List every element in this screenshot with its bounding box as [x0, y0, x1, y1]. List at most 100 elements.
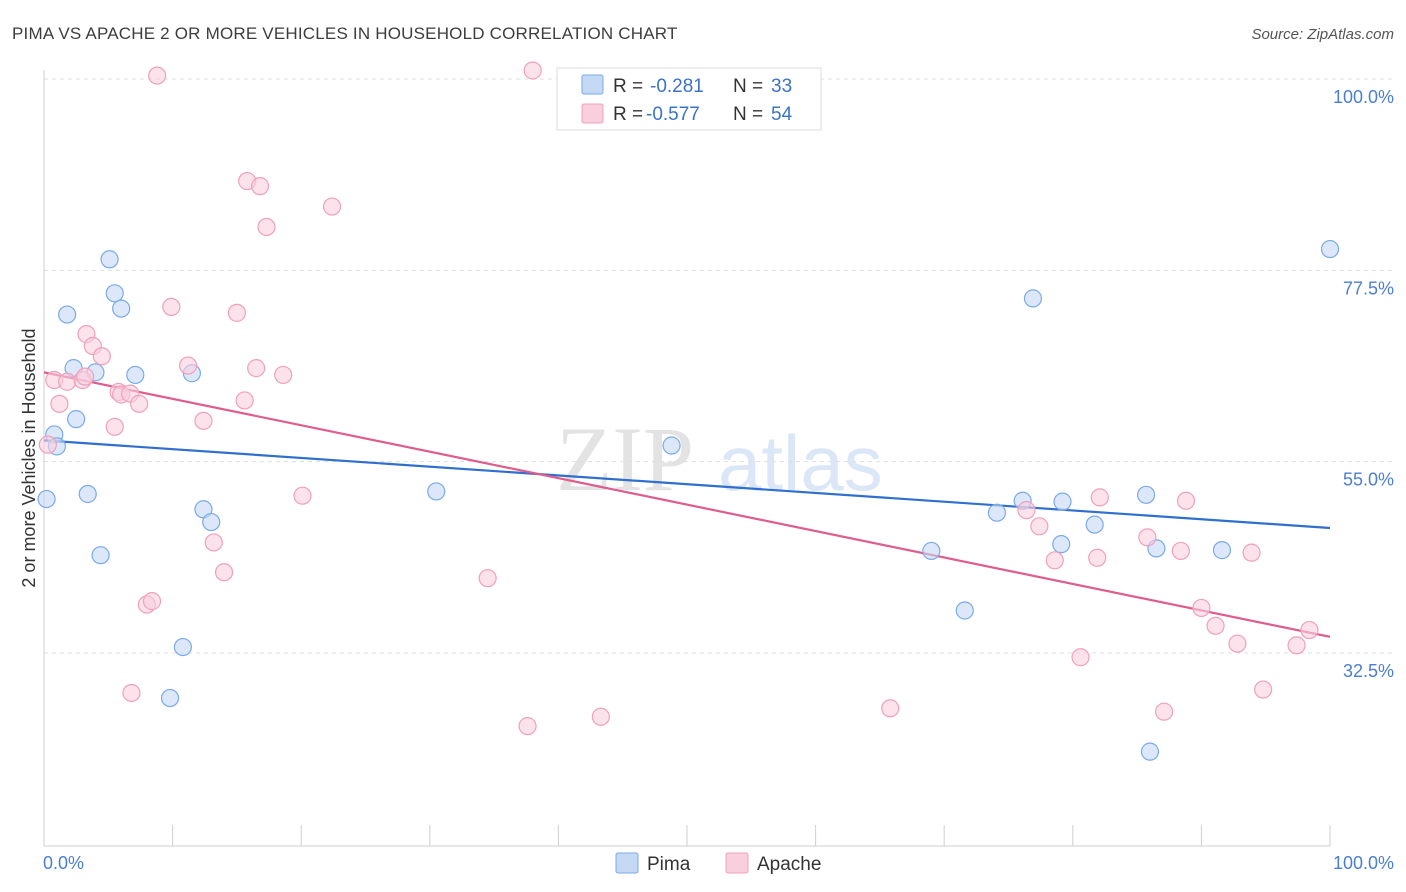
pima-point-31	[1212, 541, 1232, 560]
pima-point-27	[1085, 515, 1104, 534]
pima-series-swatch	[615, 852, 639, 874]
apache-point-5	[76, 367, 95, 386]
apache-point-44	[1155, 702, 1174, 721]
pima-trend-line	[43, 439, 1331, 530]
apache-point-43	[1138, 528, 1157, 547]
pima-point-6	[78, 484, 97, 504]
x-tick-label-min: 0.0%	[43, 853, 84, 873]
watermark-zip: ZIP	[556, 408, 694, 510]
trend-lines	[43, 371, 1331, 638]
apache-point-45	[1171, 541, 1190, 561]
apache-point-46	[1176, 491, 1196, 510]
apache-point-3	[58, 372, 77, 391]
apache-point-0	[38, 435, 57, 454]
pima-point-19	[662, 436, 681, 455]
y-axis-label: 2 or more Vehicles in Household	[19, 328, 39, 587]
y-tick-label-3: 32.5%	[1343, 661, 1394, 681]
pima-r-value: -0.281	[650, 76, 704, 97]
apache-point-41	[1088, 548, 1107, 567]
apache-point-36	[881, 699, 900, 718]
apache-point-8	[92, 347, 111, 366]
pima-r-label: R =	[613, 76, 643, 97]
y-tick-label-1: 77.5%	[1343, 278, 1394, 298]
apache-series-label: Apache	[757, 854, 821, 875]
apache-point-53	[1300, 620, 1319, 640]
apache-n-label: N =	[733, 104, 763, 125]
pima-point-14	[173, 637, 192, 657]
watermark: ZIP atlas	[556, 408, 883, 510]
pima-point-9	[100, 250, 119, 269]
apache-point-29	[274, 365, 293, 385]
apache-point-27	[250, 177, 270, 196]
apache-point-20	[194, 411, 213, 430]
data-points	[37, 61, 1340, 761]
stats-legend: R = -0.281 N = 33 R = -0.577 N = 54	[556, 67, 822, 131]
apache-point-22	[214, 563, 234, 582]
apache-point-52	[1287, 636, 1306, 655]
pima-point-29	[1140, 742, 1160, 761]
x-tick-label-max: 100.0%	[1333, 853, 1394, 873]
apache-point-51	[1254, 680, 1273, 699]
apache-point-2	[50, 394, 69, 413]
grid-lines	[44, 78, 1394, 654]
pima-point-32	[1320, 239, 1340, 259]
apache-point-32	[478, 569, 497, 588]
apache-point-39	[1045, 551, 1064, 570]
apache-point-37	[1017, 501, 1036, 520]
apache-point-40	[1071, 648, 1090, 667]
apache-point-17	[148, 66, 167, 85]
pima-point-26	[1053, 492, 1072, 511]
pima-point-13	[160, 688, 180, 708]
watermark-atlas: atlas	[718, 419, 883, 507]
pima-point-24	[1023, 289, 1043, 308]
apache-legend-swatch	[581, 103, 604, 124]
apache-point-16	[142, 592, 162, 611]
apache-point-33	[518, 717, 537, 736]
apache-point-24	[235, 391, 254, 410]
apache-point-50	[1242, 543, 1261, 562]
pima-n-label: N =	[733, 76, 763, 97]
y-tick-label-2: 55.0%	[1343, 470, 1394, 490]
apache-point-18	[162, 297, 181, 316]
apache-point-19	[178, 356, 198, 375]
pima-point-25	[1052, 535, 1071, 554]
axes	[43, 70, 1331, 847]
apache-point-28	[257, 217, 276, 237]
pima-point-10	[105, 284, 124, 303]
series-legend: Pima Apache	[615, 852, 821, 875]
pima-point-18	[427, 482, 446, 501]
apache-point-21	[204, 533, 223, 552]
apache-point-23	[227, 303, 246, 322]
pima-point-16	[202, 512, 221, 532]
pima-legend-swatch	[581, 74, 604, 95]
apache-point-47	[1192, 598, 1211, 618]
apache-trend-line	[43, 371, 1331, 638]
pima-point-20	[922, 541, 941, 561]
apache-n-value: 54	[771, 104, 793, 125]
apache-point-38	[1030, 517, 1049, 536]
pima-point-28	[1137, 485, 1156, 504]
apache-point-9	[105, 417, 124, 436]
pima-point-21	[955, 601, 974, 620]
pima-point-22	[987, 503, 1007, 522]
chart-title: PIMA VS APACHE 2 OR MORE VEHICLES IN HOU…	[12, 24, 678, 43]
apache-series-swatch	[725, 852, 749, 874]
apache-point-35	[591, 707, 610, 726]
apache-point-13	[130, 394, 149, 413]
pima-point-0	[37, 489, 56, 509]
pima-n-value: 33	[771, 76, 792, 97]
apache-point-14	[122, 683, 141, 703]
y-tick-labels: 100.0% 77.5% 55.0% 32.5%	[1333, 87, 1394, 681]
apache-point-30	[293, 486, 312, 505]
pima-point-12	[126, 365, 145, 385]
apache-r-value: -0.577	[646, 104, 700, 125]
apache-point-34	[523, 61, 542, 80]
apache-point-49	[1228, 634, 1247, 653]
pima-point-8	[91, 546, 110, 565]
chart-source: Source: ZipAtlas.com	[1251, 26, 1394, 43]
pima-point-3	[58, 305, 77, 324]
pima-point-11	[112, 299, 131, 318]
apache-r-label: R =	[613, 104, 643, 125]
pima-point-5	[67, 410, 86, 429]
